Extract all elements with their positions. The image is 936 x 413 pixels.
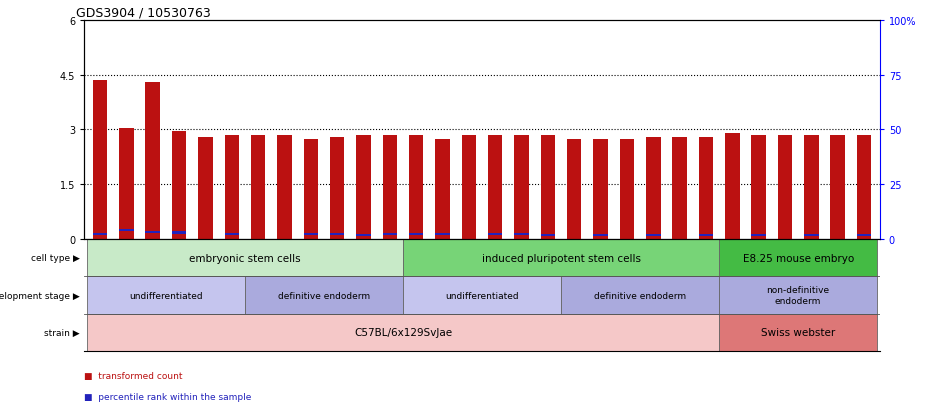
- Bar: [856, 235, 871, 237]
- Bar: [357, 235, 371, 237]
- Bar: [672, 138, 687, 240]
- Bar: [145, 231, 160, 233]
- Bar: [383, 233, 397, 235]
- Bar: [488, 135, 503, 240]
- Bar: [198, 138, 212, 240]
- Bar: [303, 139, 318, 240]
- Bar: [172, 232, 186, 234]
- Bar: [277, 135, 292, 240]
- Bar: [87, 314, 719, 351]
- Bar: [435, 139, 450, 240]
- Text: definitive endoderm: definitive endoderm: [594, 291, 686, 300]
- Text: undifferentiated: undifferentiated: [129, 291, 203, 300]
- Text: C57BL/6x129SvJae: C57BL/6x129SvJae: [354, 328, 452, 337]
- Bar: [87, 277, 245, 314]
- Bar: [225, 233, 239, 235]
- Bar: [488, 234, 503, 236]
- Text: undifferentiated: undifferentiated: [446, 291, 519, 300]
- Bar: [646, 138, 661, 240]
- Text: induced pluripotent stem cells: induced pluripotent stem cells: [482, 253, 640, 263]
- Bar: [403, 240, 719, 277]
- Bar: [225, 135, 239, 240]
- Bar: [251, 135, 266, 240]
- Bar: [725, 134, 739, 240]
- Bar: [87, 240, 403, 277]
- Bar: [856, 135, 871, 240]
- Bar: [593, 235, 607, 237]
- Bar: [830, 135, 845, 240]
- Text: GDS3904 / 10530763: GDS3904 / 10530763: [77, 7, 211, 19]
- Bar: [719, 240, 877, 277]
- Bar: [514, 135, 529, 240]
- Bar: [561, 277, 719, 314]
- Bar: [172, 132, 186, 240]
- Bar: [541, 235, 555, 237]
- Bar: [93, 81, 108, 240]
- Bar: [752, 235, 766, 237]
- Text: Swiss webster: Swiss webster: [761, 328, 835, 337]
- Bar: [567, 139, 581, 240]
- Text: definitive endoderm: definitive endoderm: [278, 291, 370, 300]
- Bar: [541, 135, 555, 240]
- Bar: [719, 277, 877, 314]
- Bar: [409, 233, 423, 235]
- Bar: [93, 233, 108, 235]
- Text: E8.25 mouse embryo: E8.25 mouse embryo: [742, 253, 854, 263]
- Bar: [752, 135, 766, 240]
- Bar: [804, 235, 819, 237]
- Bar: [119, 128, 134, 240]
- Text: embryonic stem cells: embryonic stem cells: [189, 253, 300, 263]
- Bar: [409, 135, 423, 240]
- Bar: [646, 235, 661, 237]
- Bar: [403, 277, 561, 314]
- Bar: [383, 135, 397, 240]
- Text: strain ▶: strain ▶: [44, 328, 80, 337]
- Bar: [329, 138, 344, 240]
- Text: ■  transformed count: ■ transformed count: [84, 371, 183, 380]
- Text: ■  percentile rank within the sample: ■ percentile rank within the sample: [84, 392, 252, 401]
- Bar: [620, 139, 635, 240]
- Bar: [461, 135, 476, 240]
- Bar: [593, 139, 607, 240]
- Bar: [245, 277, 403, 314]
- Bar: [119, 229, 134, 232]
- Bar: [804, 135, 819, 240]
- Bar: [435, 234, 450, 236]
- Bar: [778, 135, 792, 240]
- Bar: [698, 138, 713, 240]
- Bar: [303, 234, 318, 236]
- Text: development stage ▶: development stage ▶: [0, 291, 80, 300]
- Bar: [719, 314, 877, 351]
- Text: non-definitive
endoderm: non-definitive endoderm: [767, 286, 829, 305]
- Bar: [357, 135, 371, 240]
- Text: cell type ▶: cell type ▶: [31, 254, 80, 263]
- Bar: [329, 233, 344, 235]
- Bar: [514, 233, 529, 235]
- Bar: [145, 83, 160, 240]
- Bar: [698, 235, 713, 237]
